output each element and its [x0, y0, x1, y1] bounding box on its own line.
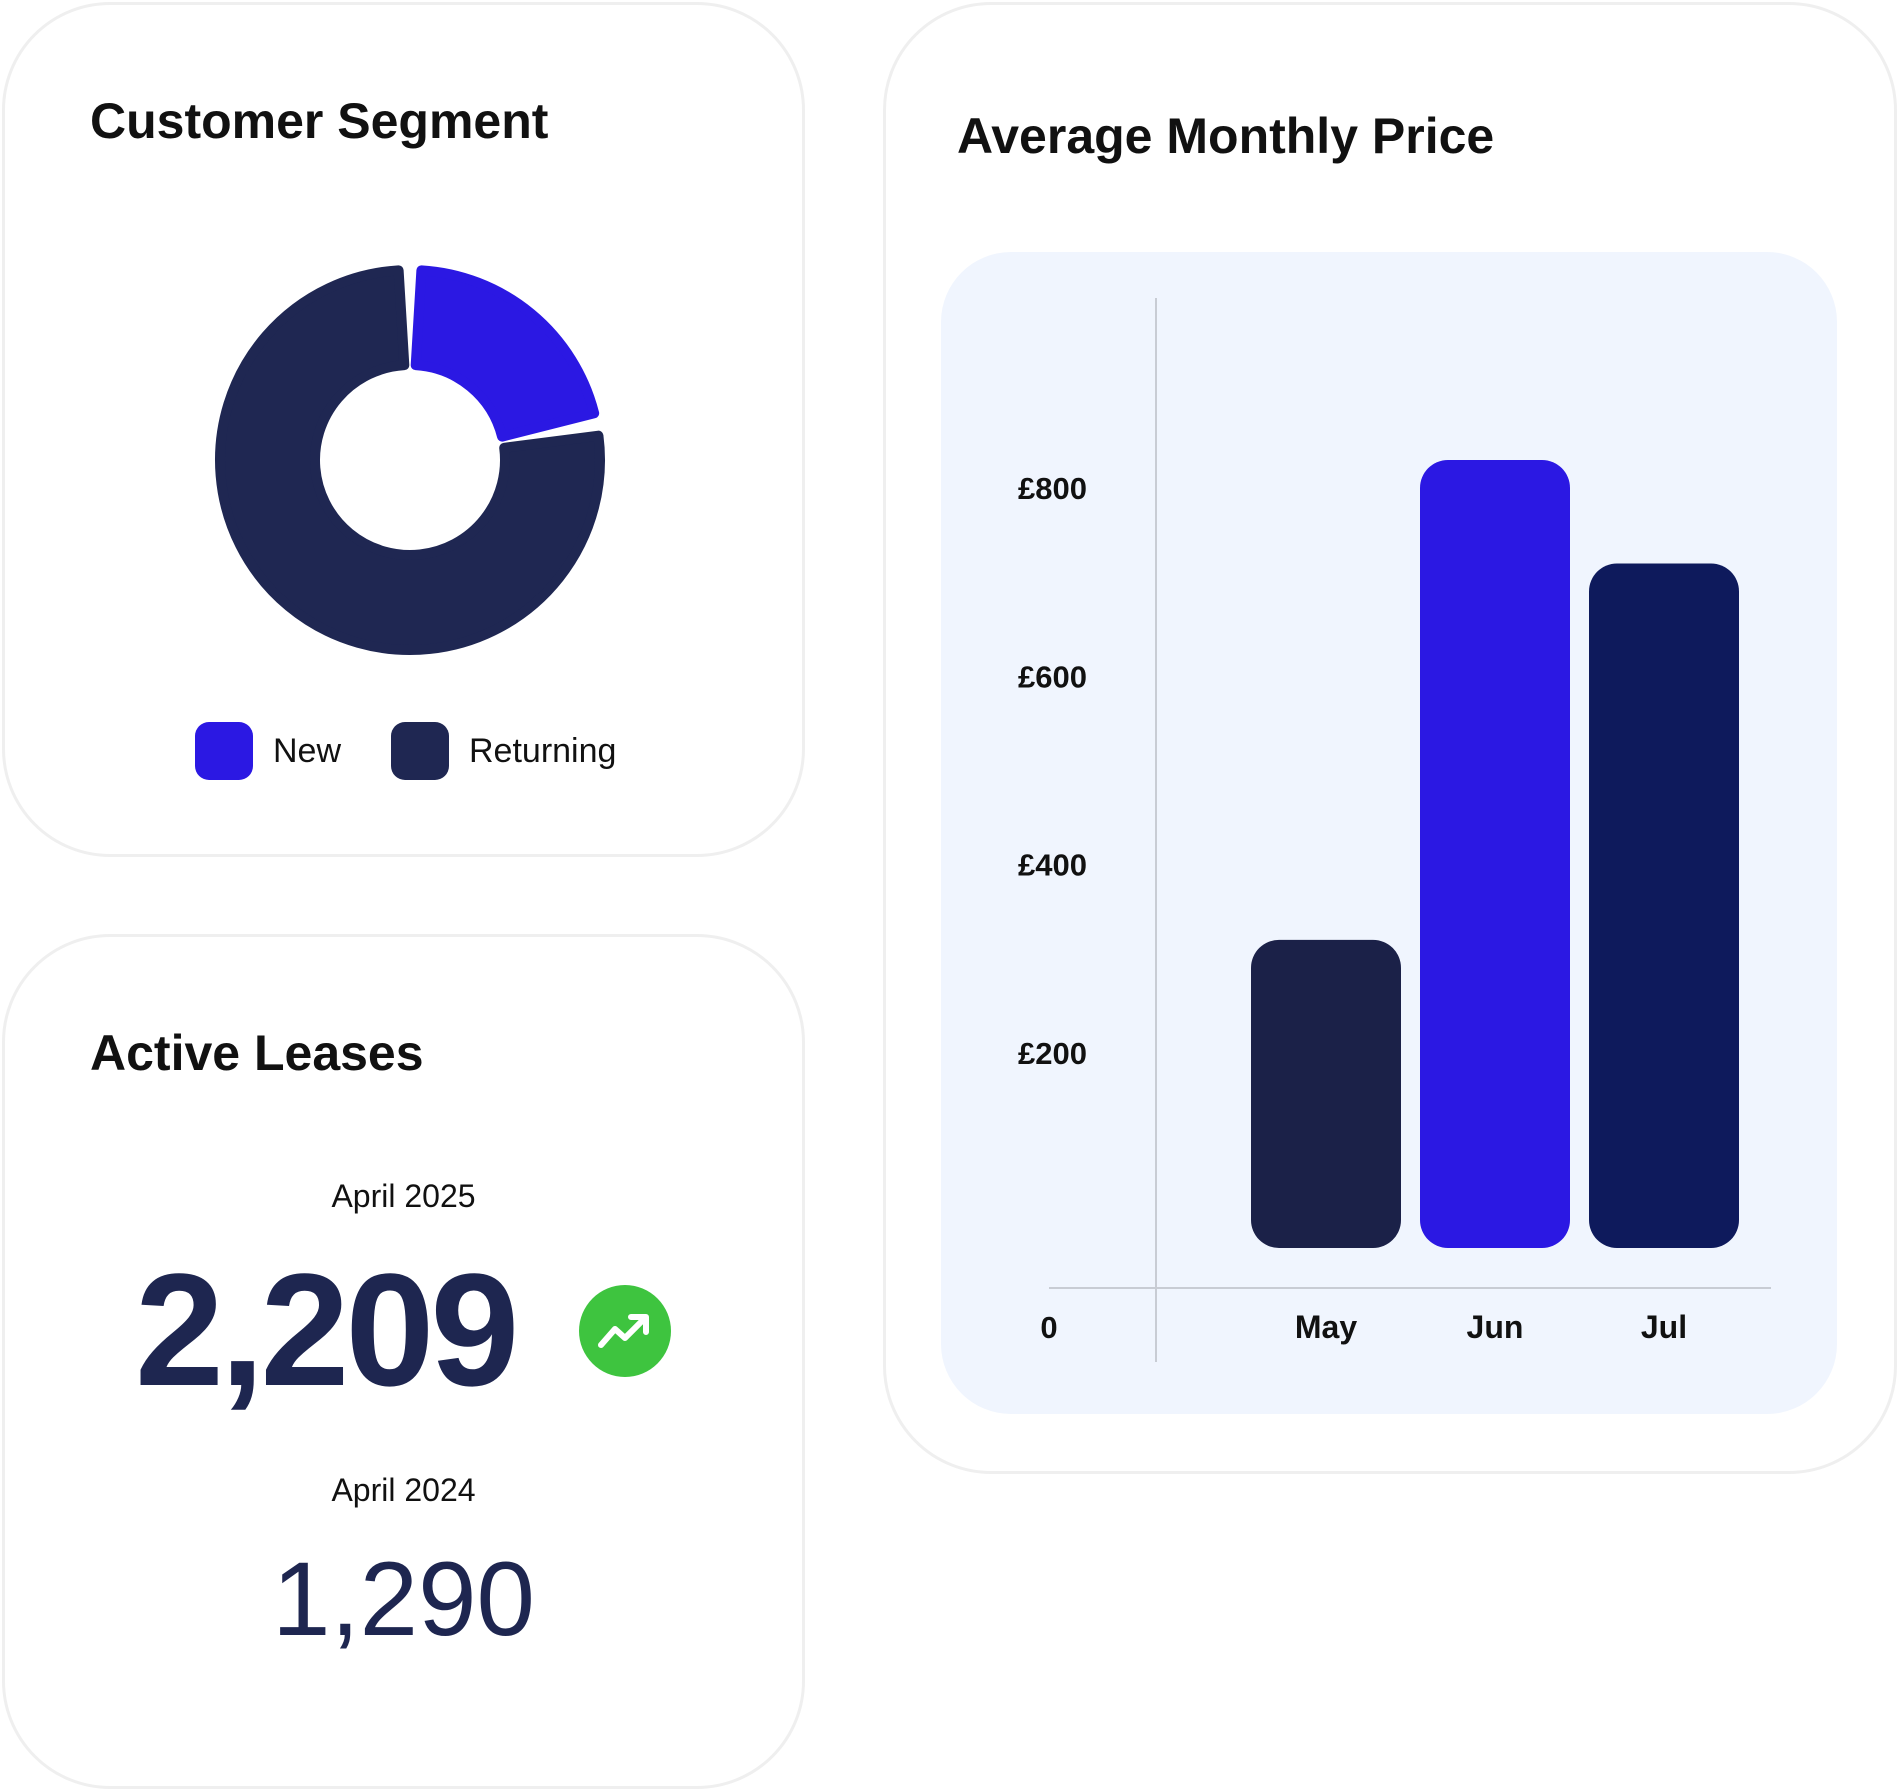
donut-slice-new — [410, 265, 600, 442]
x-tick-label-may: May — [1295, 1309, 1357, 1345]
y-tick-label: £800 — [1018, 471, 1087, 506]
donut-slice-returning — [215, 265, 605, 655]
active-leases-card — [2, 934, 805, 1789]
bar-jun — [1420, 459, 1570, 1248]
x-tick-label-jun: Jun — [1467, 1309, 1524, 1345]
y-tick-label: £200 — [1018, 1036, 1087, 1071]
legend-label-new: New — [273, 731, 342, 770]
legend-label-returning: Returning — [469, 731, 617, 770]
customer-segment-donut-chart — [215, 265, 605, 655]
y-tick-label: 0 — [1040, 1310, 1057, 1345]
y-tick-label: £600 — [1018, 659, 1087, 694]
previous-period-label: April 2024 — [331, 1472, 476, 1508]
bar-may — [1251, 939, 1401, 1248]
average-price-title: Average Monthly Price — [957, 108, 1495, 164]
price-chart-panel: 0 £200 £400 £600 £800 May Jun Jul — [941, 252, 1837, 1414]
legend-item-new: New — [195, 722, 341, 780]
customer-segment-title: Customer Segment — [90, 93, 549, 149]
legend-swatch-returning — [391, 722, 449, 780]
active-leases-title: Active Leases — [90, 1025, 424, 1081]
legend-swatch-new — [195, 722, 253, 780]
x-tick-label-jul: Jul — [1641, 1309, 1687, 1345]
previous-leases-value: 1,290 — [272, 1541, 535, 1658]
current-leases-value: 2,209 — [135, 1240, 519, 1419]
current-period-label: April 2025 — [331, 1178, 476, 1214]
average-price-bar-chart: 0 £200 £400 £600 £800 May Jun Jul — [1018, 298, 1771, 1362]
bar-jul — [1589, 563, 1739, 1248]
customer-segment-card — [2, 2, 805, 857]
trending-up-icon — [579, 1285, 671, 1377]
legend-item-returning: Returning — [391, 722, 616, 780]
y-tick-label: £400 — [1018, 848, 1087, 883]
